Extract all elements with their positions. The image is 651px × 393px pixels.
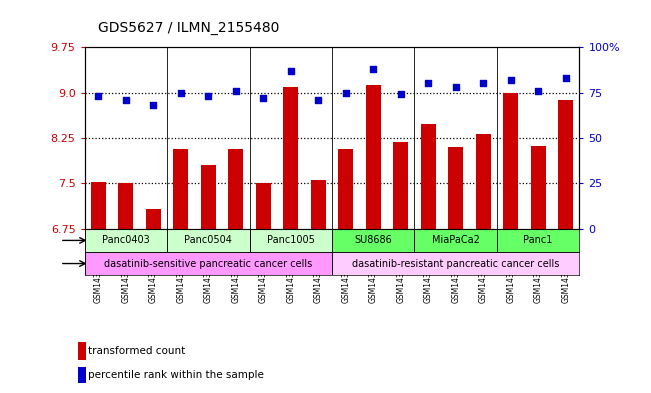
Point [230, 88, 241, 94]
Point [176, 90, 186, 96]
Bar [201, 165, 216, 229]
Bar [85, 229, 167, 252]
Point [396, 91, 406, 97]
Text: Panc1005: Panc1005 [267, 235, 314, 245]
Bar [90, 182, 106, 229]
Point [203, 93, 214, 99]
Point [313, 97, 324, 103]
Text: dasatinib-resistant pancreatic cancer cells: dasatinib-resistant pancreatic cancer ce… [352, 259, 559, 268]
Text: Panc0504: Panc0504 [184, 235, 232, 245]
Point [450, 84, 461, 90]
Point [478, 80, 488, 86]
Point [561, 75, 571, 81]
Bar [332, 252, 579, 275]
Point [120, 97, 131, 103]
Point [286, 68, 296, 74]
Point [368, 66, 378, 72]
Bar [256, 184, 271, 229]
Bar [85, 252, 332, 275]
Text: percentile rank within the sample: percentile rank within the sample [88, 370, 264, 380]
Bar [283, 86, 298, 229]
Point [93, 93, 104, 99]
Bar [249, 229, 332, 252]
Point [533, 88, 544, 94]
Text: dasatinib-sensitive pancreatic cancer cells: dasatinib-sensitive pancreatic cancer ce… [104, 259, 312, 268]
Bar [332, 229, 415, 252]
Bar [229, 149, 243, 229]
Bar [421, 124, 436, 229]
Point [258, 95, 268, 101]
Bar [167, 229, 249, 252]
Text: GDS5627 / ILMN_2155480: GDS5627 / ILMN_2155480 [98, 21, 279, 35]
Point [148, 102, 159, 108]
Point [505, 77, 516, 83]
Bar [311, 180, 326, 229]
Point [423, 80, 434, 86]
Bar [118, 184, 133, 229]
Text: MiaPaCa2: MiaPaCa2 [432, 235, 480, 245]
Bar [366, 85, 381, 229]
Text: transformed count: transformed count [88, 346, 185, 356]
Bar [339, 149, 353, 229]
Bar [173, 149, 188, 229]
Bar [558, 100, 573, 229]
Bar [531, 146, 546, 229]
Bar [448, 147, 464, 229]
Bar [497, 229, 579, 252]
Bar [393, 142, 408, 229]
Point [340, 90, 351, 96]
Text: Panc0403: Panc0403 [102, 235, 150, 245]
Bar [503, 93, 518, 229]
Text: Panc1: Panc1 [523, 235, 553, 245]
Text: SU8686: SU8686 [354, 235, 392, 245]
Bar [146, 209, 161, 229]
Bar [415, 229, 497, 252]
Bar [476, 134, 491, 229]
